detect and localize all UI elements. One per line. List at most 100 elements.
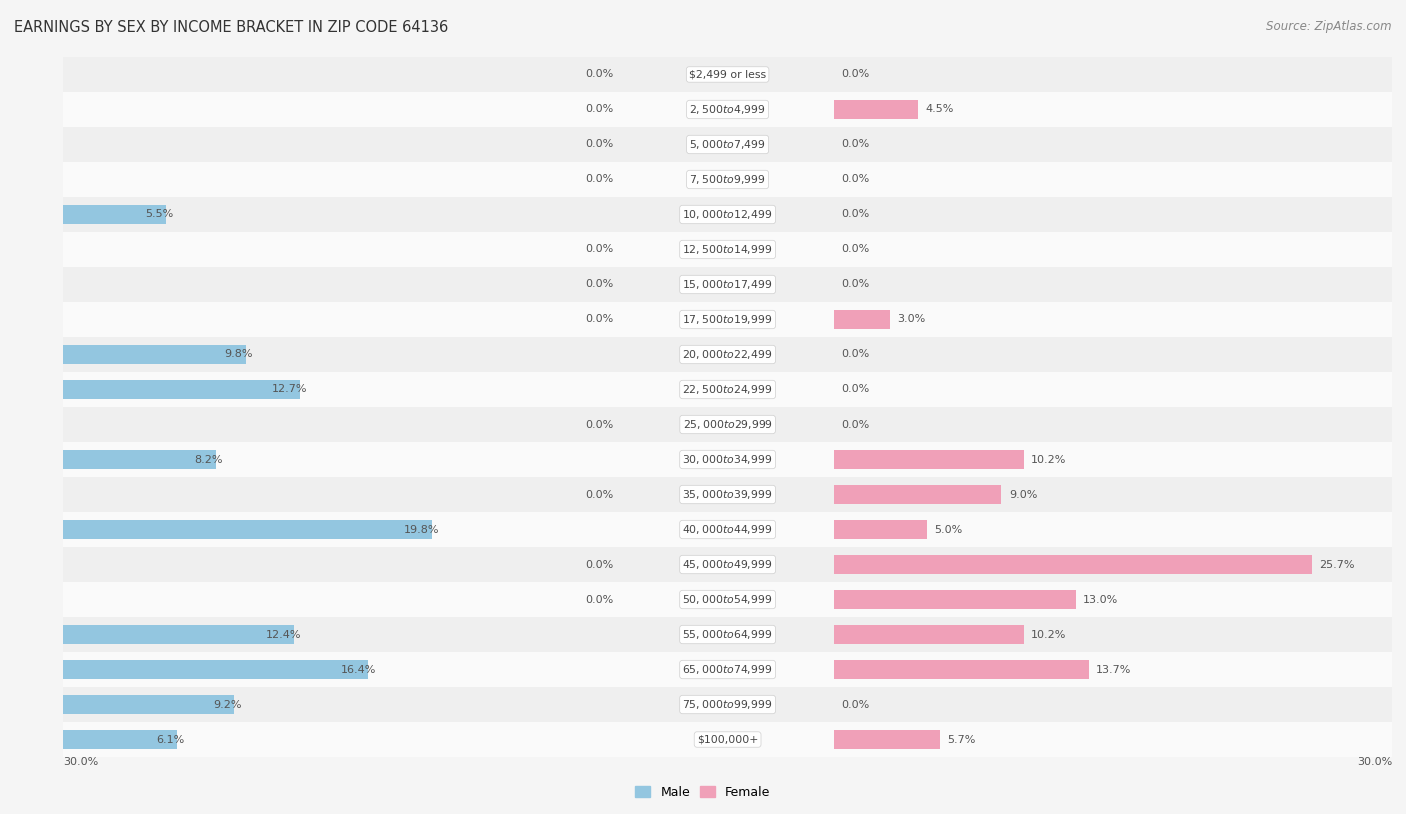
Text: $2,500 to $4,999: $2,500 to $4,999 — [689, 103, 766, 116]
Text: 5.7%: 5.7% — [948, 734, 976, 745]
Bar — [63, 197, 621, 232]
Bar — [834, 302, 1392, 337]
Text: $22,500 to $24,999: $22,500 to $24,999 — [682, 383, 773, 396]
Text: 30.0%: 30.0% — [63, 757, 98, 767]
Bar — [834, 512, 1392, 547]
Bar — [63, 442, 621, 477]
Text: $7,500 to $9,999: $7,500 to $9,999 — [689, 173, 766, 186]
Text: 0.0%: 0.0% — [841, 419, 869, 430]
Bar — [63, 92, 621, 127]
Text: $25,000 to $29,999: $25,000 to $29,999 — [682, 418, 773, 431]
Text: $45,000 to $49,999: $45,000 to $49,999 — [682, 558, 773, 571]
Text: 0.0%: 0.0% — [841, 209, 869, 220]
Bar — [63, 617, 621, 652]
Bar — [63, 205, 166, 224]
Text: 0.0%: 0.0% — [586, 594, 614, 605]
Bar — [63, 127, 621, 162]
Bar — [621, 57, 834, 92]
Bar — [621, 582, 834, 617]
Text: 0.0%: 0.0% — [841, 244, 869, 255]
Text: 8.2%: 8.2% — [195, 454, 224, 465]
Bar — [621, 232, 834, 267]
Text: 3.0%: 3.0% — [897, 314, 925, 325]
Text: 0.0%: 0.0% — [586, 489, 614, 500]
Bar — [621, 127, 834, 162]
Text: $15,000 to $17,499: $15,000 to $17,499 — [682, 278, 773, 291]
Bar — [63, 730, 177, 749]
Bar — [834, 722, 1392, 757]
Bar — [63, 547, 621, 582]
Text: 4.5%: 4.5% — [925, 104, 953, 115]
Bar — [834, 197, 1392, 232]
Bar — [834, 730, 941, 749]
Bar — [834, 267, 1392, 302]
Bar — [834, 372, 1392, 407]
Text: 0.0%: 0.0% — [586, 139, 614, 150]
Bar — [834, 100, 918, 119]
Text: $10,000 to $12,499: $10,000 to $12,499 — [682, 208, 773, 221]
Bar — [621, 687, 834, 722]
Bar — [834, 520, 927, 539]
Bar — [63, 380, 299, 399]
Bar — [63, 687, 621, 722]
Bar — [834, 407, 1392, 442]
Text: 0.0%: 0.0% — [586, 69, 614, 80]
Text: 0.0%: 0.0% — [586, 244, 614, 255]
Text: 19.8%: 19.8% — [404, 524, 439, 535]
Bar — [63, 722, 621, 757]
Bar — [621, 267, 834, 302]
Bar — [63, 450, 215, 469]
Text: 0.0%: 0.0% — [841, 349, 869, 360]
Text: 0.0%: 0.0% — [841, 174, 869, 185]
Bar — [834, 127, 1392, 162]
Text: 0.0%: 0.0% — [841, 279, 869, 290]
Bar — [63, 232, 621, 267]
Bar — [834, 57, 1392, 92]
Text: $12,500 to $14,999: $12,500 to $14,999 — [682, 243, 773, 256]
Bar — [834, 652, 1392, 687]
Text: 5.5%: 5.5% — [145, 209, 173, 220]
Bar — [834, 555, 1312, 574]
Bar — [63, 372, 621, 407]
Text: 30.0%: 30.0% — [1357, 757, 1392, 767]
Bar — [63, 345, 246, 364]
Bar — [63, 520, 432, 539]
Text: 0.0%: 0.0% — [841, 384, 869, 395]
Bar — [621, 162, 834, 197]
Bar — [834, 485, 1001, 504]
Text: $55,000 to $64,999: $55,000 to $64,999 — [682, 628, 773, 641]
Bar — [834, 337, 1392, 372]
Bar — [63, 652, 621, 687]
Text: 0.0%: 0.0% — [586, 174, 614, 185]
Text: 13.7%: 13.7% — [1097, 664, 1132, 675]
Bar — [63, 512, 621, 547]
Bar — [621, 652, 834, 687]
Text: 16.4%: 16.4% — [340, 664, 375, 675]
Bar — [621, 477, 834, 512]
Bar — [834, 450, 1024, 469]
Bar — [834, 687, 1392, 722]
Bar — [834, 625, 1024, 644]
Text: 10.2%: 10.2% — [1031, 454, 1066, 465]
Bar — [834, 162, 1392, 197]
Bar — [621, 372, 834, 407]
Bar — [63, 582, 621, 617]
Text: EARNINGS BY SEX BY INCOME BRACKET IN ZIP CODE 64136: EARNINGS BY SEX BY INCOME BRACKET IN ZIP… — [14, 20, 449, 35]
Bar — [621, 337, 834, 372]
Bar — [621, 92, 834, 127]
Bar — [621, 407, 834, 442]
Text: $30,000 to $34,999: $30,000 to $34,999 — [682, 453, 773, 466]
Text: 6.1%: 6.1% — [156, 734, 184, 745]
Bar — [834, 310, 890, 329]
Text: 0.0%: 0.0% — [841, 699, 869, 710]
Text: $2,499 or less: $2,499 or less — [689, 69, 766, 80]
Text: $5,000 to $7,499: $5,000 to $7,499 — [689, 138, 766, 151]
Bar — [63, 162, 621, 197]
Bar — [63, 337, 621, 372]
Bar — [834, 617, 1392, 652]
Text: 12.4%: 12.4% — [266, 629, 301, 640]
Text: 10.2%: 10.2% — [1031, 629, 1066, 640]
Text: 0.0%: 0.0% — [586, 314, 614, 325]
Text: $50,000 to $54,999: $50,000 to $54,999 — [682, 593, 773, 606]
Bar — [834, 477, 1392, 512]
